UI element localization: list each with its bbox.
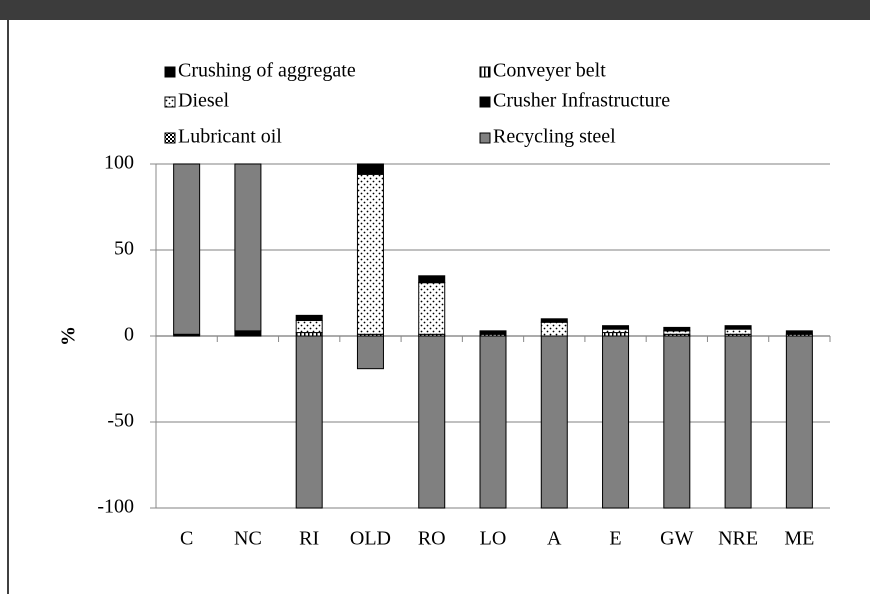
x-tick-label: GW <box>660 528 693 550</box>
bar-segment <box>602 335 630 509</box>
bar-segment <box>724 325 752 330</box>
bar-segment <box>479 330 507 335</box>
bar-segment <box>418 275 446 284</box>
bar-segment <box>602 328 630 334</box>
legend-label: Crusher Infrastructure <box>493 90 670 112</box>
legend-label: Conveyer belt <box>493 60 606 82</box>
bar-segment <box>295 320 323 334</box>
legend-label: Lubricant oil <box>178 126 282 148</box>
x-tick-label: NRE <box>718 528 758 550</box>
y-tick-label: -50 <box>107 410 134 432</box>
bar-segment <box>663 326 691 332</box>
bar-segment <box>785 335 813 509</box>
x-tick-label: A <box>547 528 562 550</box>
bar-segment <box>540 335 568 509</box>
bar-segment <box>234 330 262 337</box>
legend-swatch <box>164 96 176 108</box>
bar-segment <box>295 332 323 337</box>
x-tick-label: C <box>180 528 193 550</box>
bar-segment <box>356 173 384 335</box>
y-tick-label: 50 <box>114 238 134 260</box>
legend-swatch <box>164 132 176 144</box>
x-tick-label: ME <box>784 528 814 550</box>
bar-segment <box>418 282 446 335</box>
bar-segment <box>173 163 201 335</box>
legend-label: Crushing of aggregate <box>178 60 356 82</box>
bar-segment <box>418 335 446 509</box>
bar-segment <box>540 321 568 337</box>
legend-label: Diesel <box>178 90 230 112</box>
bar-segment <box>602 332 630 337</box>
y-tick-label: 100 <box>104 152 134 174</box>
legend-label: Recycling steel <box>493 126 616 148</box>
bar-segment <box>785 330 813 335</box>
legend-swatch <box>479 132 491 144</box>
header-bar <box>0 0 870 20</box>
x-tick-label: LO <box>480 528 507 550</box>
y-axis-label: % <box>58 326 80 346</box>
x-tick-label: RO <box>418 528 446 550</box>
legend-swatch <box>479 96 491 108</box>
x-tick-label: E <box>609 528 621 550</box>
bar-segment <box>479 335 507 509</box>
bar-segment <box>602 325 630 330</box>
bar-segment <box>356 335 384 370</box>
bar-segment <box>234 163 262 332</box>
bar-segment <box>540 318 568 323</box>
bar-segment <box>724 328 752 335</box>
x-tick-label: OLD <box>350 528 391 550</box>
y-tick-label: -100 <box>97 496 134 518</box>
bar-segment <box>356 163 384 175</box>
bar-segment <box>663 330 691 335</box>
bar-segment <box>724 335 752 509</box>
legend-swatch <box>479 66 491 78</box>
bar-segment <box>295 335 323 509</box>
bar-segment <box>295 314 323 322</box>
legend-swatch <box>164 66 176 78</box>
y-tick-label: 0 <box>124 324 134 346</box>
x-tick-label: RI <box>299 528 319 550</box>
x-tick-label: NC <box>234 528 262 550</box>
bar-segment <box>663 335 691 509</box>
